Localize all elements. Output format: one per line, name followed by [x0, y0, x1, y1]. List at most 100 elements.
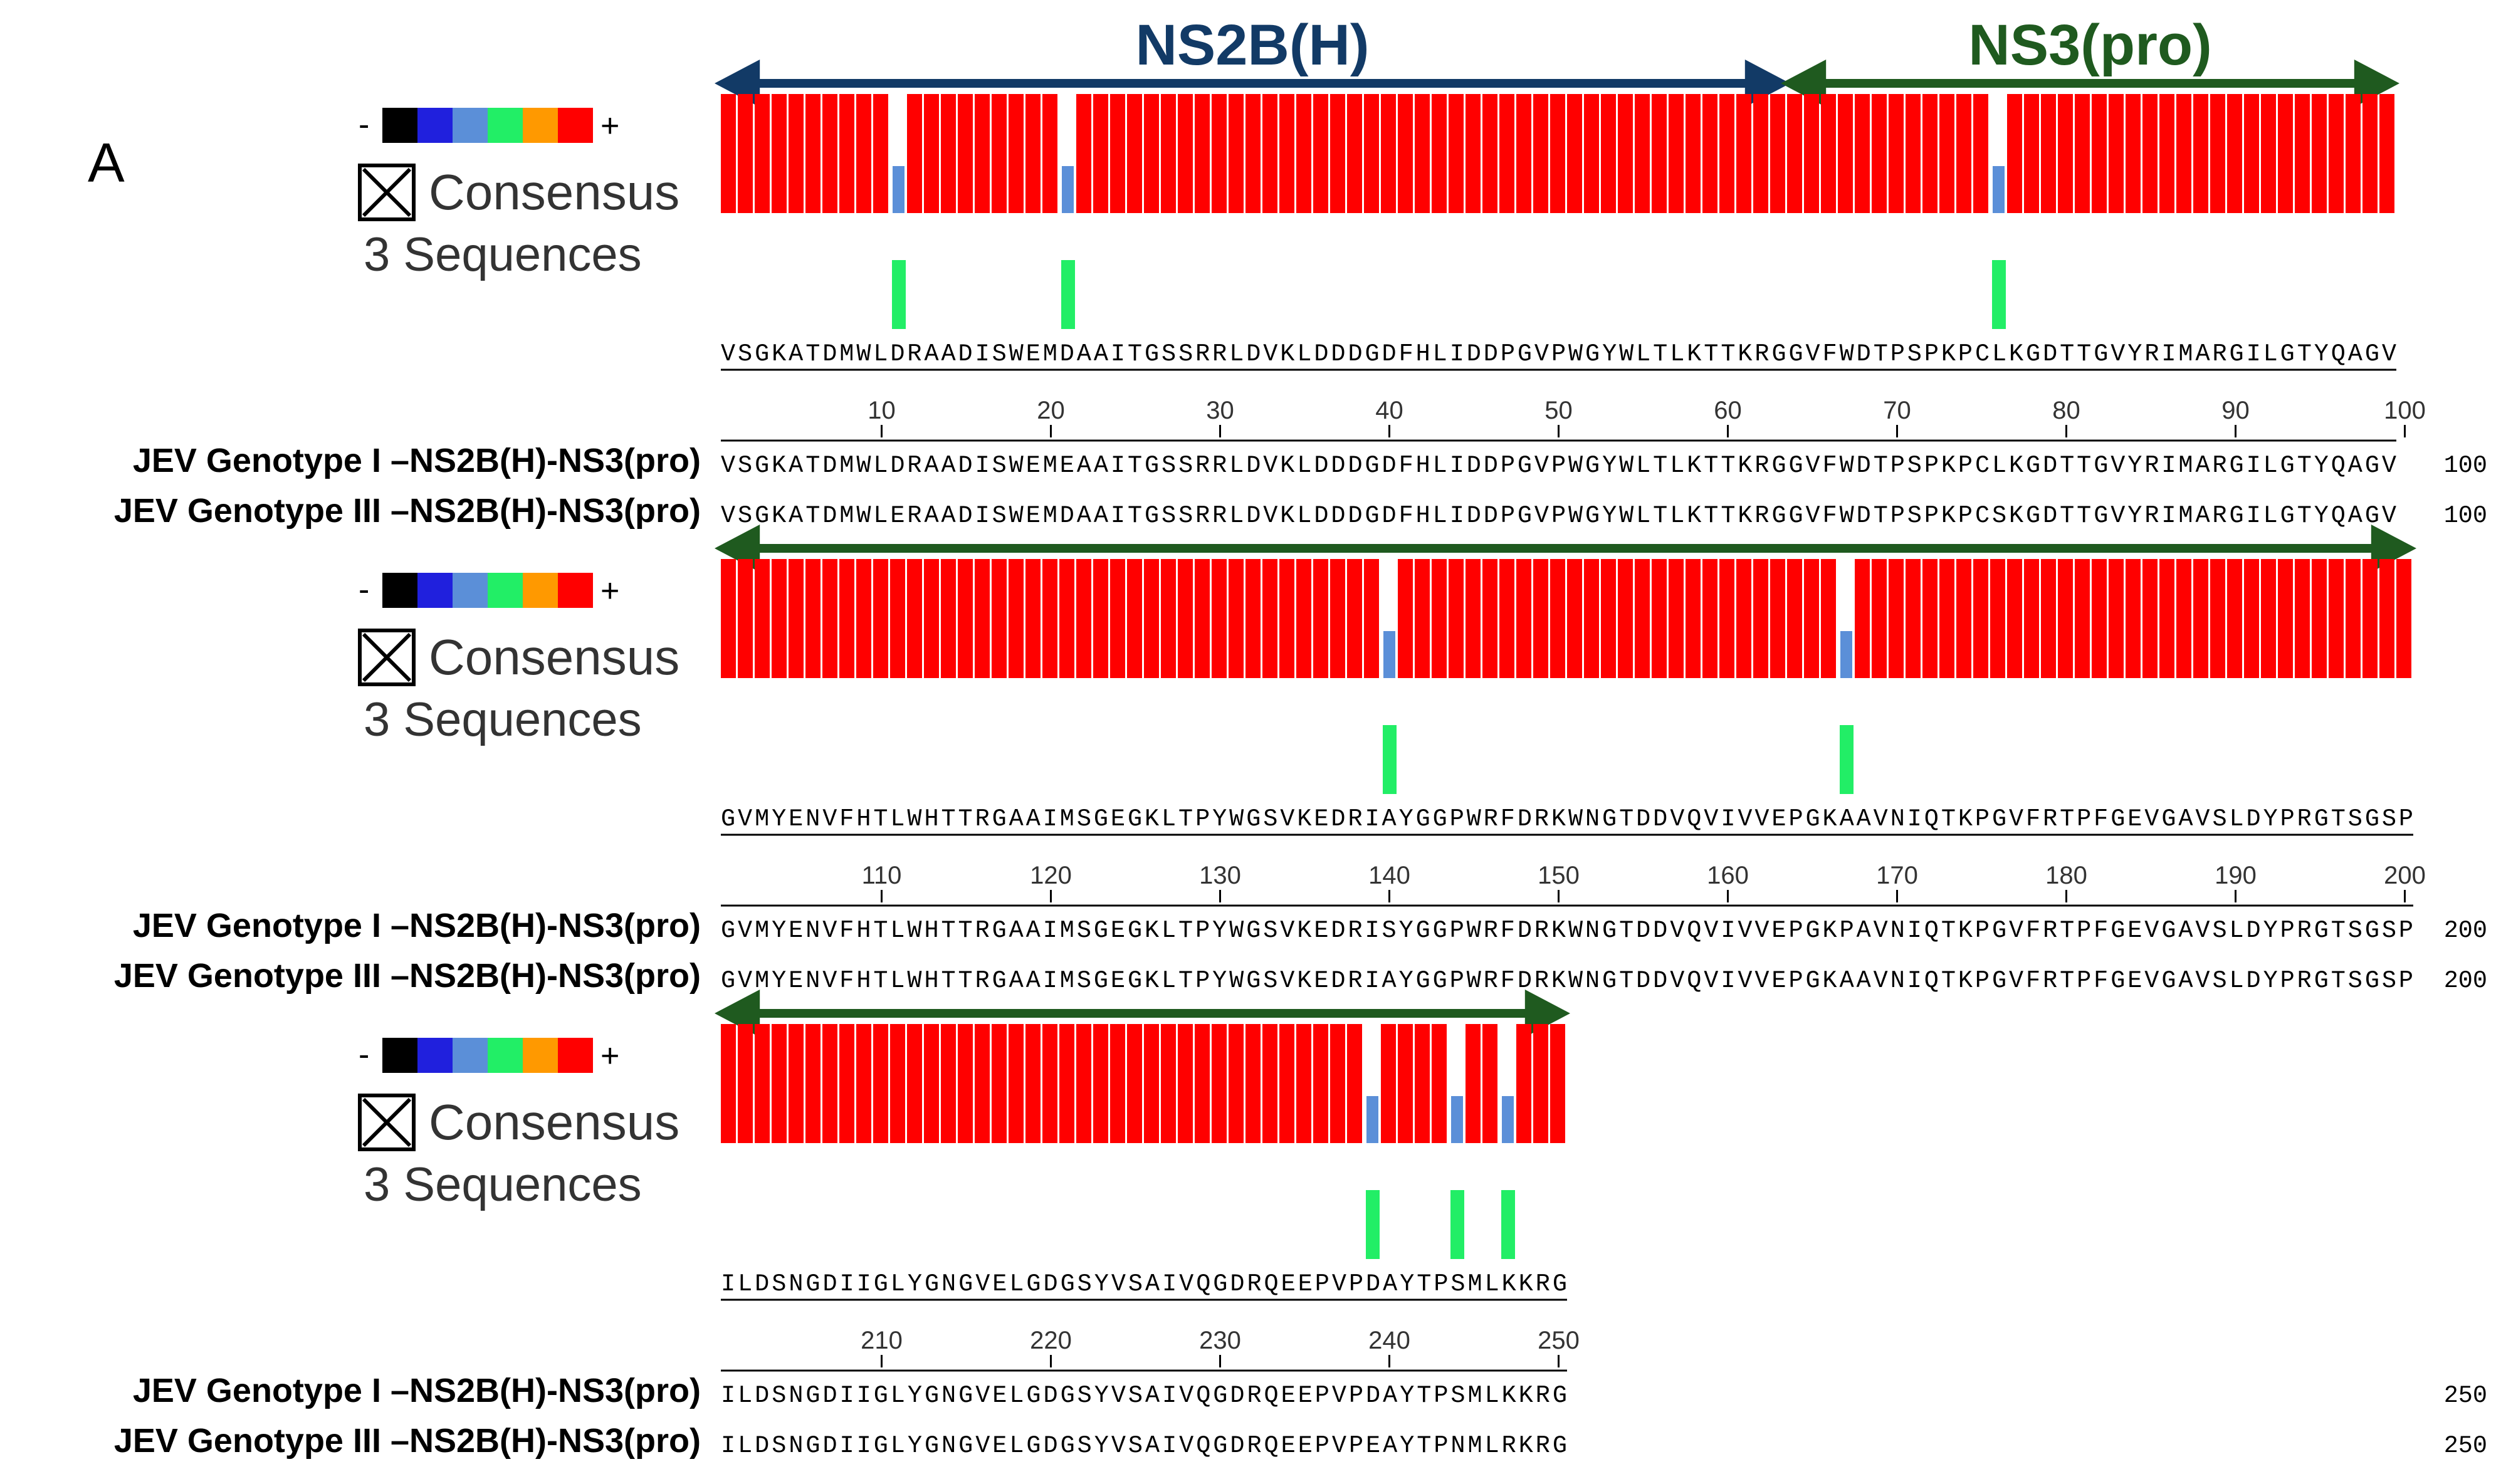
ruler-tick-label: 60 — [1714, 397, 1742, 424]
conservation-bar — [1432, 559, 1447, 678]
conservation-bar — [1279, 94, 1294, 213]
conservation-bar — [2210, 94, 2225, 213]
ruler-tick-label: 100 — [2384, 397, 2426, 424]
conservation-bar — [2142, 559, 2158, 678]
conservation-bar — [721, 1024, 736, 1143]
legend-scale-swatch — [558, 573, 593, 608]
conservation-bar — [1025, 94, 1041, 213]
conservation-bar — [1229, 559, 1244, 678]
conservation-bar — [907, 1024, 922, 1143]
conservation-bar — [738, 559, 753, 678]
legend-scale-swatch — [382, 1038, 417, 1073]
legend-scale-swatch — [382, 573, 417, 608]
conservation-bar — [721, 559, 736, 678]
conservation-bar — [1821, 94, 1836, 213]
conservation-bar — [1618, 94, 1633, 213]
conservation-bar — [721, 94, 736, 213]
conservation-bar — [789, 94, 804, 213]
conservation-bar — [1516, 559, 1531, 678]
conservation-bar — [1398, 1024, 1413, 1143]
conservation-bar — [890, 559, 905, 678]
consensus-sequence: VSGKATDMWLDRAADISWEMDAAITGSSRRLDVKLDDDGD… — [721, 340, 2396, 368]
conservation-bar — [1669, 559, 1684, 678]
conservation-bar — [1567, 94, 1582, 213]
conservation-bar — [1516, 1024, 1531, 1143]
conservation-bar-variable — [893, 166, 905, 213]
ruler-tick-label: 50 — [1544, 397, 1573, 424]
conservation-bar — [1279, 559, 1294, 678]
conservation-bar — [992, 559, 1007, 678]
conservation-bar — [1178, 559, 1193, 678]
conservation-bar — [1652, 94, 1667, 213]
legend-scale-swatch — [488, 108, 523, 143]
conservation-bar — [1482, 559, 1497, 678]
conservation-bar — [1821, 559, 1836, 678]
variable-site-marker — [1501, 1190, 1515, 1259]
sequence-residues: ILDSNGDIIGLYGNGVELGDGSYVSAIVQGDRQEEPVPEA… — [721, 1432, 1567, 1460]
conservation-bar — [992, 94, 1007, 213]
conservation-bar — [2261, 94, 2276, 213]
legend-scale-swatch — [523, 1038, 558, 1073]
conservation-bar — [1229, 1024, 1244, 1143]
conservation-bar — [1296, 94, 1311, 213]
conservation-bar — [1550, 94, 1565, 213]
conservation-bar — [1178, 1024, 1193, 1143]
conservation-bar — [1127, 94, 1142, 213]
legend-scale-swatch — [417, 108, 453, 143]
legend-plus: + — [600, 108, 619, 144]
conservation-bar — [1753, 94, 1768, 213]
ruler-tick-label: 220 — [1030, 1327, 1072, 1354]
conservation-bar — [1009, 1024, 1024, 1143]
legend-plus: + — [600, 573, 619, 609]
conservation-bar — [2312, 559, 2327, 678]
conservation-bar — [1635, 559, 1650, 678]
sequence-name: JEV Genotype I –NS2B(H)-NS3(pro) — [133, 442, 701, 479]
conservation-bar — [2278, 94, 2293, 213]
consensus-sequence: GVMYENVFHTLWHTTRGAAIMSGEGKLTPYWGSVKEDRIA… — [721, 805, 2413, 833]
legend-scale-swatch — [382, 108, 417, 143]
conservation-bar — [1872, 94, 1887, 213]
conservation-bar — [1550, 559, 1565, 678]
conservation-bar — [1872, 559, 1887, 678]
conservation-bar — [1956, 559, 1971, 678]
conservation-bar — [2295, 94, 2310, 213]
conservation-bar — [1195, 559, 1210, 678]
position-ruler: 210 220 230 240 250 — [721, 1298, 1580, 1372]
conservation-bar — [1499, 94, 1514, 213]
conservation-bar — [1059, 1024, 1074, 1143]
conservation-bar — [1499, 559, 1514, 678]
consensus-label: Consensus — [429, 1094, 679, 1150]
variable-site-marker — [892, 260, 906, 329]
conservation-bar — [1296, 559, 1311, 678]
legend-scale-swatch — [417, 573, 453, 608]
legend-scale-swatch — [558, 108, 593, 143]
conservation-bar — [1212, 1024, 1227, 1143]
conservation-bar — [2295, 559, 2310, 678]
conservation-bar — [2176, 94, 2191, 213]
variable-site-marker — [1992, 260, 2006, 329]
conservation-bar — [1127, 559, 1142, 678]
conservation-bar — [1347, 559, 1362, 678]
conservation-bar — [1381, 94, 1396, 213]
legend-minus: - — [359, 107, 369, 143]
conservation-bar — [805, 94, 821, 213]
ruler-tick-label: 30 — [1206, 397, 1234, 424]
conservation-bar — [1245, 1024, 1261, 1143]
ruler-tick-label: 180 — [2045, 862, 2087, 889]
conservation-bar — [2041, 94, 2056, 213]
conservation-bar — [873, 94, 888, 213]
sequence-name: JEV Genotype III –NS2B(H)-NS3(pro) — [114, 957, 701, 995]
conservation-bar — [2092, 94, 2107, 213]
conservation-bar — [1009, 559, 1024, 678]
ruler-tick-label: 150 — [1538, 862, 1580, 889]
conservation-bar — [1652, 559, 1667, 678]
conservation-bar — [822, 559, 837, 678]
alignment-block-1: NS2B(H) NS3(pro) - + Consensus 3 Sequences VSG… — [114, 13, 2487, 530]
conservation-bar — [2362, 559, 2378, 678]
conservation-bar — [2058, 94, 2073, 213]
domain-label-ns2b: NS2B(H) — [1135, 13, 1369, 77]
conservation-bar — [1245, 94, 1261, 213]
ruler-tick-label: 200 — [2384, 862, 2426, 889]
conservation-bar — [1262, 1024, 1277, 1143]
conservation-bar — [1466, 1024, 1481, 1143]
